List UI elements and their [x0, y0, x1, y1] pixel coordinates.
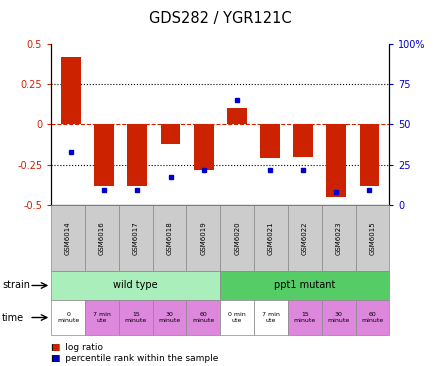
- Bar: [119, 205, 153, 271]
- Text: 0 min
ute: 0 min ute: [228, 312, 246, 323]
- Text: GSM6018: GSM6018: [166, 221, 173, 255]
- Text: ppt1 mutant: ppt1 mutant: [274, 280, 336, 291]
- Text: GSM6016: GSM6016: [99, 221, 105, 255]
- Text: 30
minute: 30 minute: [158, 312, 181, 323]
- Text: ■  log ratio: ■ log ratio: [51, 343, 103, 352]
- Text: 15
minute: 15 minute: [125, 312, 147, 323]
- Bar: [153, 205, 186, 271]
- Text: 0
minute: 0 minute: [57, 312, 79, 323]
- Bar: [356, 300, 389, 335]
- Text: GSM6023: GSM6023: [336, 221, 342, 255]
- Bar: [227, 108, 247, 124]
- Bar: [51, 300, 85, 335]
- Bar: [186, 300, 220, 335]
- Bar: [293, 124, 313, 157]
- Text: GSM6017: GSM6017: [133, 221, 139, 255]
- Bar: [153, 300, 186, 335]
- Bar: [119, 300, 153, 335]
- Text: wild type: wild type: [113, 280, 158, 291]
- Text: strain: strain: [2, 280, 30, 291]
- Text: GSM6019: GSM6019: [200, 221, 206, 255]
- Bar: [85, 205, 119, 271]
- Bar: [194, 124, 214, 169]
- Bar: [288, 205, 322, 271]
- Bar: [94, 124, 114, 186]
- Text: 7 min
ute: 7 min ute: [262, 312, 280, 323]
- Text: GSM6014: GSM6014: [65, 221, 71, 255]
- Bar: [322, 300, 356, 335]
- Bar: [254, 205, 288, 271]
- Bar: [85, 300, 119, 335]
- Text: GSM6020: GSM6020: [234, 221, 240, 255]
- Bar: [127, 124, 147, 186]
- Bar: [61, 57, 81, 124]
- Text: 7 min
ute: 7 min ute: [93, 312, 111, 323]
- Bar: [51, 271, 220, 300]
- Text: ■  percentile rank within the sample: ■ percentile rank within the sample: [51, 354, 218, 363]
- Bar: [322, 205, 356, 271]
- Text: 30
minute: 30 minute: [328, 312, 350, 323]
- Bar: [186, 205, 220, 271]
- Bar: [260, 124, 280, 158]
- Text: ■: ■: [51, 354, 60, 363]
- Bar: [220, 205, 254, 271]
- Text: GSM6015: GSM6015: [369, 221, 376, 255]
- Text: GSM6022: GSM6022: [302, 221, 308, 255]
- Text: GDS282 / YGR121C: GDS282 / YGR121C: [149, 11, 291, 26]
- Bar: [220, 300, 254, 335]
- Text: time: time: [2, 313, 24, 322]
- Text: 60
minute: 60 minute: [192, 312, 214, 323]
- Bar: [288, 300, 322, 335]
- Text: 15
minute: 15 minute: [294, 312, 316, 323]
- Text: GSM6021: GSM6021: [268, 221, 274, 255]
- Text: ■: ■: [51, 343, 60, 352]
- Bar: [254, 300, 288, 335]
- Bar: [161, 124, 181, 144]
- Bar: [220, 271, 389, 300]
- Text: 60
minute: 60 minute: [361, 312, 384, 323]
- Bar: [356, 205, 389, 271]
- Bar: [360, 124, 380, 186]
- Bar: [51, 205, 85, 271]
- Bar: [326, 124, 346, 197]
